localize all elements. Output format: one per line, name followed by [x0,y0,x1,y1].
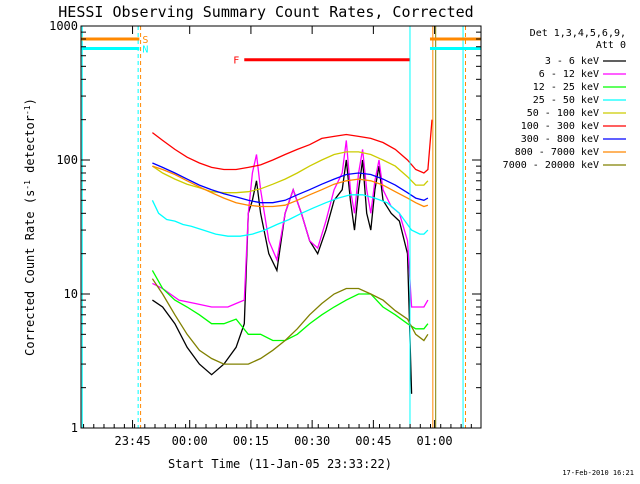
legend-label-7: 800 - 7000 keV [515,147,599,158]
flag-bars: SN F [81,35,481,67]
x-axis-label: Start Time (11-Jan-05 23:33:22) [168,457,392,471]
y-axis-label-sup2: -1 [23,105,32,115]
footer-date: 17-Feb-2010 16:21 [562,469,634,477]
series-line-7 [152,165,429,208]
x-tick-label-4: 00:45 [355,434,391,448]
series-line-3 [151,194,429,237]
legend-label-6: 300 - 800 keV [521,134,599,145]
y-tick-label-0: 1 [71,421,78,435]
flag-label-0: S [142,35,148,46]
series-line-4 [152,151,429,194]
flag-label-1: N [142,44,148,55]
chart-title: HESSI Observing Summary Count Rates, Cor… [58,3,473,21]
y-axis-label-sup1: -1 [23,180,32,190]
y-tick-label-2: 100 [56,153,78,167]
legend-label-1: 6 - 12 keV [539,69,599,80]
legend-header-line2: Att 0 [596,40,626,51]
series-line-8 [151,278,429,365]
y-axis: 1 10 100 1000 [49,19,481,435]
legend: Det 1,3,4,5,6,9, Att 0 3 - 6 keV 6 - 12 k… [503,28,626,171]
x-axis: 23:45 00:00 00:15 00:30 00:45 01:00 [83,26,472,448]
y-tick-label-1: 10 [64,287,78,301]
x-tick-label-1: 00:00 [172,434,208,448]
flag-label-2: F [233,56,239,67]
series-line-6 [152,162,429,204]
legend-label-0: 3 - 6 keV [545,56,599,67]
legend-label-3: 25 - 50 keV [533,95,599,106]
vertical-markers [81,26,466,428]
y-axis-label-part2: detector [23,115,37,180]
x-tick-label-2: 00:15 [233,434,269,448]
x-tick-label-3: 00:30 [294,434,330,448]
data-layer [151,119,433,394]
legend-header-line1: Det 1,3,4,5,6,9, [530,28,626,39]
x-tick-label-0: 23:45 [114,434,150,448]
legend-label-5: 100 - 300 keV [521,121,599,132]
y-axis-label-part3: ) [23,98,37,105]
y-axis-label-part1: Corrected Count Rate (s [23,190,37,356]
x-tick-label-5: 01:00 [417,434,453,448]
y-axis-label: Corrected Count Rate (s-1 detector-1) [23,98,38,356]
legend-label-4: 50 - 100 keV [527,108,599,119]
series-line-2 [151,270,429,342]
y-tick-label-3: 1000 [49,19,78,33]
legend-label-2: 12 - 25 keV [533,82,599,93]
plot-frame [80,25,482,429]
legend-label-8: 7000 - 20000 keV [503,160,599,171]
series-line-5 [152,119,433,174]
